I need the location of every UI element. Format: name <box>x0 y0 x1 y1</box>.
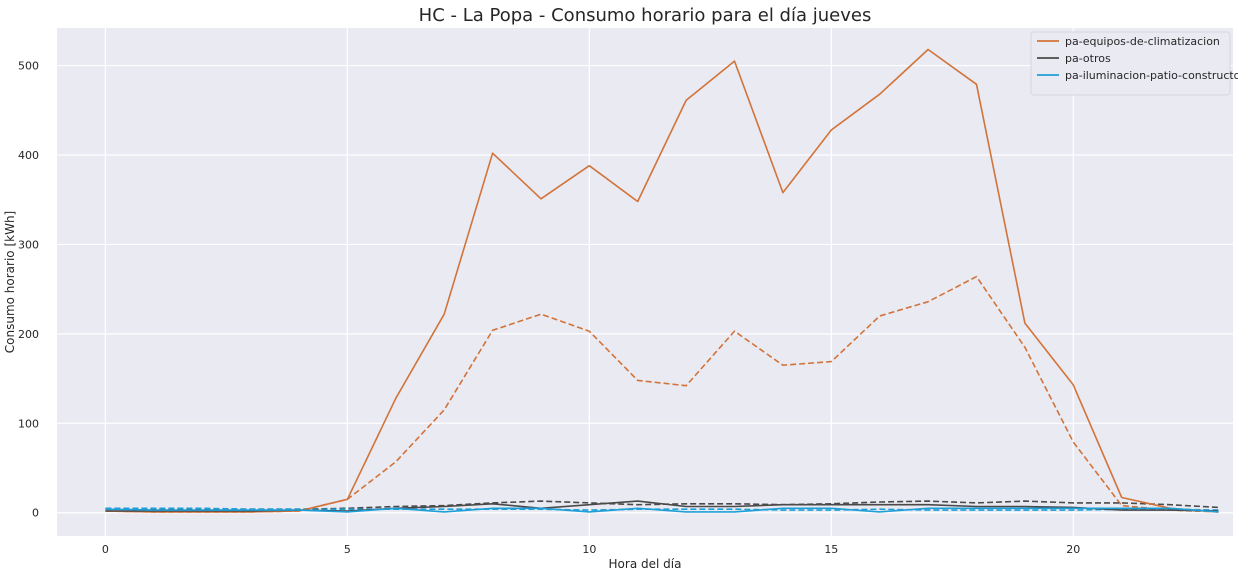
x-tick-label: 20 <box>1066 543 1080 556</box>
y-tick-label: 300 <box>18 238 39 251</box>
legend-box <box>1030 31 1231 96</box>
y-tick-label: 200 <box>18 328 39 341</box>
x-tick-labels: 0 5 10 15 20 <box>102 543 1080 556</box>
series-lines <box>105 48 1219 513</box>
series-line <box>105 48 1219 513</box>
y-tick-label: 100 <box>18 417 39 430</box>
y-axis-label: Consumo horario [kWh] <box>3 211 17 353</box>
y-tick-label: 500 <box>18 60 39 73</box>
y-tick-label: 400 <box>18 149 39 162</box>
x-tick-label: 15 <box>824 543 838 556</box>
legend: pa-equipos-de-climatizacion pa-otros pa-il… <box>1030 31 1238 96</box>
legend-entry: pa-otros <box>1065 52 1111 65</box>
x-tick-label: 5 <box>344 543 351 556</box>
y-tick-labels: 0 100 200 300 400 500 <box>18 60 39 520</box>
series-line <box>105 507 1219 513</box>
grid-lines <box>57 28 1233 536</box>
dashed-series-line <box>105 507 1219 511</box>
legend-entry: pa-equipos-de-climatizacion <box>1065 35 1220 48</box>
x-tick-label: 10 <box>582 543 596 556</box>
legend-entry: pa-iluminacion-patio-constructor <box>1065 69 1238 82</box>
x-axis-label: Hora del día <box>609 557 682 571</box>
x-tick-label: 0 <box>102 543 109 556</box>
y-tick-label: 0 <box>32 507 39 520</box>
plot-area <box>57 28 1233 536</box>
chart-title: HC - La Popa - Consumo horario para el d… <box>419 5 872 26</box>
